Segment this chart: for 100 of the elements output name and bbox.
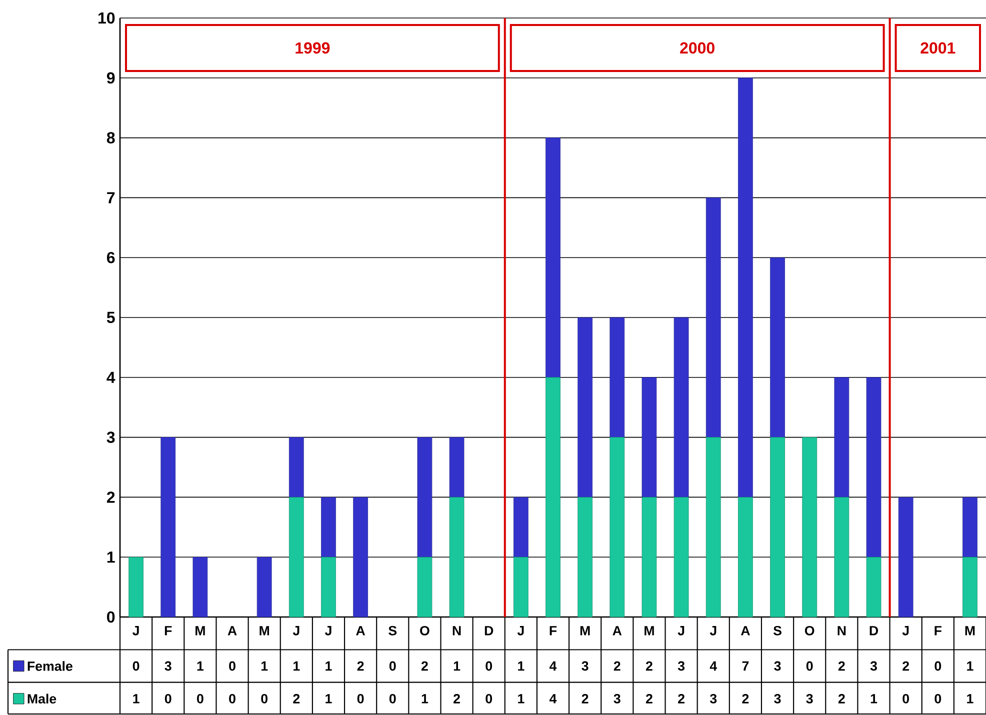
- data-label: 3: [164, 661, 172, 671]
- data-label: 3: [582, 661, 588, 671]
- bar: [192, 556, 208, 618]
- data-label: 0: [806, 661, 813, 671]
- bar: [321, 556, 336, 618]
- y-tick-label: 2: [106, 492, 115, 503]
- data-label: 3: [806, 694, 813, 704]
- bar: [449, 437, 464, 498]
- data-label: 0: [261, 694, 268, 704]
- x-tick-label: J: [710, 626, 716, 636]
- data-label: 0: [934, 694, 942, 704]
- bar: [802, 437, 818, 618]
- bar: [256, 556, 272, 618]
- data-label: 0: [486, 694, 492, 704]
- data-label: 3: [870, 661, 877, 671]
- bar: [674, 497, 689, 618]
- data-label: 7: [742, 661, 749, 671]
- bar: [578, 317, 592, 498]
- x-tick-label: A: [612, 626, 622, 636]
- data-label: 0: [902, 694, 909, 704]
- bar: [546, 138, 560, 378]
- data-label: 4: [710, 661, 718, 671]
- data-label: 4: [550, 661, 557, 671]
- data-label: 1: [422, 694, 428, 704]
- bar: [321, 497, 336, 558]
- data-label: 3: [614, 694, 620, 704]
- data-label: 0: [357, 694, 364, 704]
- x-tick-label: A: [740, 626, 750, 636]
- x-tick-label: M: [260, 626, 270, 636]
- data-label: 0: [934, 661, 942, 671]
- bar: [738, 497, 753, 618]
- data-label: 3: [678, 661, 685, 671]
- data-label: 1: [870, 694, 878, 704]
- bar: [578, 497, 592, 618]
- data-label: 1: [197, 661, 204, 671]
- y-tick-label: 6: [106, 252, 115, 264]
- x-tick-label: M: [580, 626, 590, 636]
- bar: [610, 437, 625, 618]
- bar: [353, 497, 368, 618]
- x-tick-label: J: [517, 626, 524, 636]
- y-tick-label: 0: [107, 611, 115, 623]
- bar: [514, 497, 528, 558]
- bar: [417, 437, 432, 558]
- bar: [962, 556, 978, 618]
- data-label: 0: [197, 694, 204, 704]
- data-label: 2: [614, 661, 620, 671]
- y-tick-label: 3: [106, 432, 115, 443]
- data-label: 2: [646, 661, 652, 671]
- bar: [706, 437, 721, 618]
- data-label: 0: [229, 694, 236, 704]
- data-label: 0: [229, 661, 236, 671]
- bar: [898, 497, 914, 618]
- bar: [128, 556, 144, 618]
- data-label: 2: [838, 661, 845, 671]
- bar: [962, 497, 978, 558]
- data-label: 0: [486, 661, 492, 671]
- x-tick-label: D: [870, 626, 878, 636]
- x-tick-label: F: [934, 626, 942, 636]
- data-label: 1: [967, 661, 974, 671]
- x-tick-label: S: [773, 626, 782, 636]
- data-label: 1: [326, 661, 332, 671]
- data-label: 1: [261, 661, 268, 671]
- legend-label: Female: [28, 661, 72, 671]
- bar: [288, 437, 304, 498]
- annotation: 2000: [680, 42, 714, 54]
- x-tick-label: J: [678, 626, 684, 636]
- data-label: 2: [902, 661, 909, 671]
- x-tick-label: J: [292, 626, 300, 636]
- x-tick-label: O: [804, 626, 814, 636]
- data-label: 0: [132, 661, 140, 671]
- bar: [514, 556, 528, 618]
- bar: [288, 497, 304, 618]
- data-label: 0: [164, 694, 172, 704]
- x-tick-label: O: [420, 626, 430, 636]
- data-label: 0: [389, 694, 396, 704]
- data-label: 0: [389, 661, 396, 671]
- bar: [642, 497, 657, 618]
- bar: [866, 377, 882, 558]
- x-tick-label: F: [550, 626, 557, 636]
- data-label: 3: [774, 694, 781, 704]
- x-tick-label: J: [324, 626, 332, 636]
- data-label: 2: [838, 694, 845, 704]
- bar: [770, 257, 785, 438]
- x-tick-label: A: [228, 626, 237, 636]
- x-tick-label: M: [644, 626, 654, 636]
- data-label: 1: [967, 694, 974, 704]
- y-tick-label: 9: [106, 72, 115, 84]
- bar: [417, 556, 432, 618]
- x-tick-label: N: [838, 626, 846, 636]
- data-label: 2: [293, 694, 300, 704]
- y-tick-label: 7: [107, 192, 115, 204]
- legend-label: Male: [28, 694, 56, 704]
- bar: [866, 556, 882, 618]
- x-tick-label: J: [902, 626, 909, 636]
- data-label: 4: [550, 694, 557, 704]
- bar: [160, 437, 176, 618]
- y-tick-label: 4: [106, 372, 116, 383]
- bar: [674, 317, 689, 498]
- data-label: 1: [518, 661, 524, 671]
- data-label: 2: [357, 661, 364, 671]
